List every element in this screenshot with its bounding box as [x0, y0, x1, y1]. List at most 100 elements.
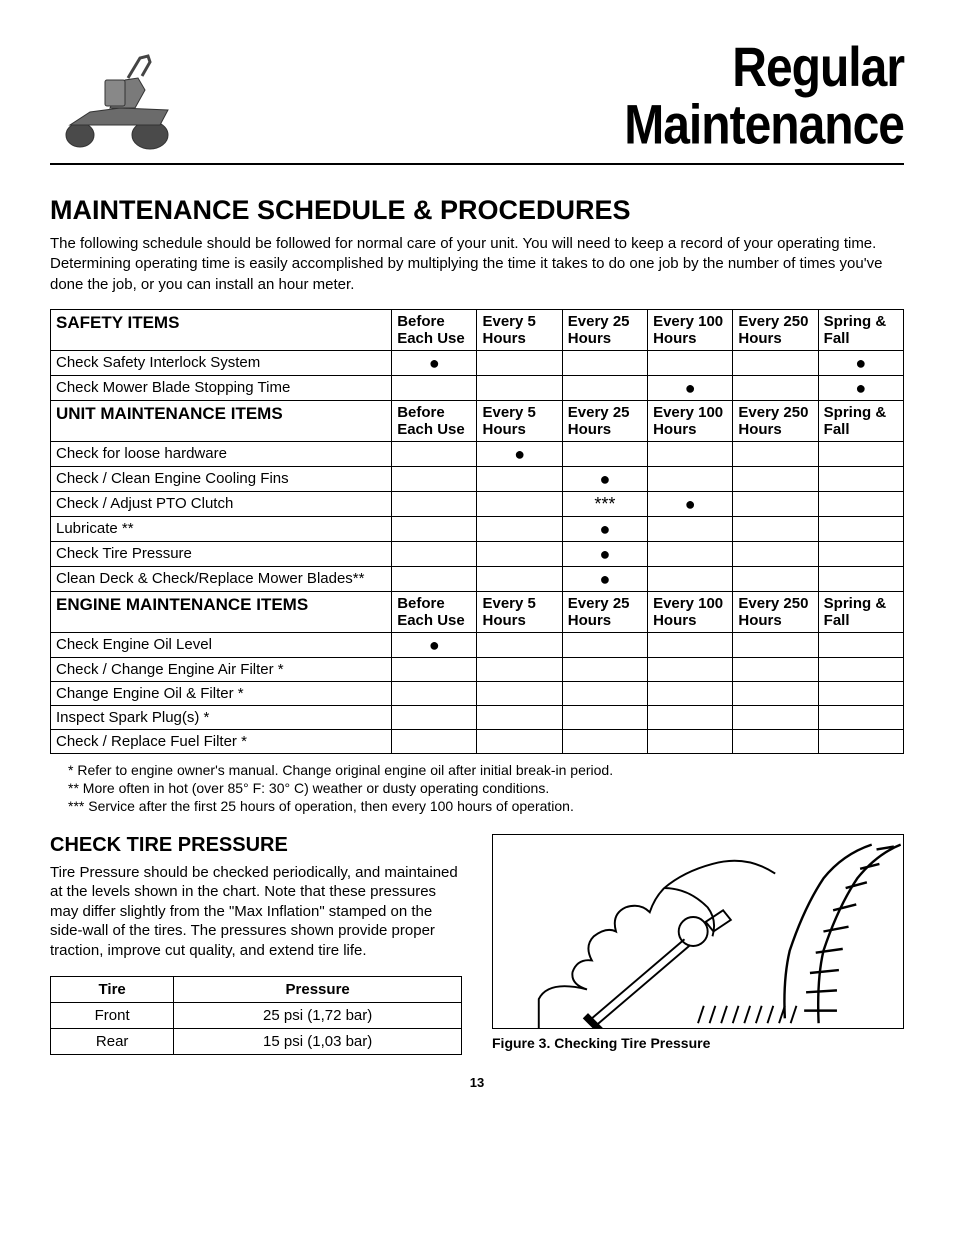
- schedule-mark: [733, 729, 818, 753]
- tire-col-header: Pressure: [174, 977, 462, 1003]
- mower-icon: [50, 40, 190, 155]
- table-row: Front25 psi (1,72 bar): [51, 1003, 462, 1029]
- table-row: Check / Change Engine Air Filter *: [51, 657, 904, 681]
- schedule-mark: [818, 632, 903, 657]
- tire-col-header: Tire: [51, 977, 174, 1003]
- schedule-mark: [392, 541, 477, 566]
- footnote-1: * Refer to engine owner's manual. Change…: [50, 762, 904, 778]
- schedule-mark: [477, 681, 562, 705]
- schedule-mark: [733, 566, 818, 591]
- schedule-mark: [818, 729, 903, 753]
- schedule-mark: [733, 657, 818, 681]
- tire-pressure-section: CHECK TIRE PRESSURE Tire Pressure should…: [50, 834, 904, 1056]
- item-label: Check Safety Interlock System: [51, 350, 392, 375]
- schedule-mark: [562, 350, 647, 375]
- schedule-mark: [477, 705, 562, 729]
- column-header: Spring & Fall: [818, 309, 903, 350]
- schedule-mark: [818, 566, 903, 591]
- schedule-mark: [733, 516, 818, 541]
- column-header: Every 25 Hours: [562, 400, 647, 441]
- schedule-mark: [392, 657, 477, 681]
- schedule-mark: ●: [562, 516, 647, 541]
- item-label: Check for loose hardware: [51, 441, 392, 466]
- schedule-mark: [733, 441, 818, 466]
- column-header: Every 5 Hours: [477, 400, 562, 441]
- schedule-mark: [477, 375, 562, 400]
- table-row: Inspect Spark Plug(s) *: [51, 705, 904, 729]
- title-line-1: Regular: [624, 40, 904, 98]
- schedule-mark: [818, 657, 903, 681]
- column-header: Before Each Use: [392, 591, 477, 632]
- group-header: SAFETY ITEMS: [51, 309, 392, 350]
- column-header: Spring & Fall: [818, 400, 903, 441]
- schedule-mark: [733, 375, 818, 400]
- schedule-mark: [477, 491, 562, 516]
- schedule-mark: [477, 350, 562, 375]
- item-label: Clean Deck & Check/Replace Mower Blades*…: [51, 566, 392, 591]
- item-label: Check Tire Pressure: [51, 541, 392, 566]
- schedule-mark: [477, 466, 562, 491]
- item-label: Check / Adjust PTO Clutch: [51, 491, 392, 516]
- schedule-mark: [562, 681, 647, 705]
- schedule-mark: [562, 705, 647, 729]
- footnote-2: ** More often in hot (over 85° F: 30° C)…: [50, 780, 904, 796]
- schedule-mark: ●: [562, 466, 647, 491]
- table-row: Check / Adjust PTO Clutch ***●: [51, 491, 904, 516]
- figure-tire-gauge: [492, 834, 904, 1029]
- schedule-mark: [818, 516, 903, 541]
- schedule-mark: ●: [562, 541, 647, 566]
- column-header: Spring & Fall: [818, 591, 903, 632]
- column-header: Before Each Use: [392, 400, 477, 441]
- tire-cell: Rear: [51, 1029, 174, 1055]
- table-row: Check / Clean Engine Cooling Fins●: [51, 466, 904, 491]
- tire-cell: 15 psi (1,03 bar): [174, 1029, 462, 1055]
- schedule-mark: [648, 466, 733, 491]
- schedule-mark: [648, 541, 733, 566]
- column-header: Every 5 Hours: [477, 309, 562, 350]
- schedule-mark: [392, 681, 477, 705]
- item-label: Check / Replace Fuel Filter *: [51, 729, 392, 753]
- schedule-mark: [392, 375, 477, 400]
- schedule-mark: [562, 729, 647, 753]
- schedule-mark: [733, 491, 818, 516]
- schedule-mark: [818, 705, 903, 729]
- schedule-mark: [733, 350, 818, 375]
- schedule-mark: [562, 375, 647, 400]
- column-header: Every 250 Hours: [733, 309, 818, 350]
- schedule-mark: ●: [648, 375, 733, 400]
- table-row: Rear15 psi (1,03 bar): [51, 1029, 462, 1055]
- tire-cell: 25 psi (1,72 bar): [174, 1003, 462, 1029]
- schedule-mark: ***: [562, 491, 647, 516]
- schedule-mark: [562, 632, 647, 657]
- table-row: Check Safety Interlock System●●: [51, 350, 904, 375]
- schedule-mark: [648, 681, 733, 705]
- column-header: Every 25 Hours: [562, 309, 647, 350]
- item-label: Check Mower Blade Stopping Time: [51, 375, 392, 400]
- schedule-mark: [818, 541, 903, 566]
- schedule-mark: [648, 350, 733, 375]
- figure-caption: Figure 3. Checking Tire Pressure: [492, 1035, 904, 1051]
- schedule-mark: [648, 566, 733, 591]
- table-row: Clean Deck & Check/Replace Mower Blades*…: [51, 566, 904, 591]
- table-row: Check for loose hardware●: [51, 441, 904, 466]
- column-header: Every 100 Hours: [648, 400, 733, 441]
- schedule-mark: [648, 441, 733, 466]
- schedule-mark: [818, 681, 903, 705]
- group-header: UNIT MAINTENANCE ITEMS: [51, 400, 392, 441]
- schedule-mark: [477, 566, 562, 591]
- schedule-mark: [648, 632, 733, 657]
- schedule-mark: [477, 729, 562, 753]
- item-label: Lubricate **: [51, 516, 392, 541]
- intro-paragraph: The following schedule should be followe…: [50, 234, 904, 295]
- schedule-mark: ●: [818, 350, 903, 375]
- schedule-mark: [392, 729, 477, 753]
- item-label: Check / Change Engine Air Filter *: [51, 657, 392, 681]
- tire-pressure-table: TirePressureFront25 psi (1,72 bar)Rear15…: [50, 976, 462, 1055]
- column-header: Every 250 Hours: [733, 591, 818, 632]
- schedule-mark: [818, 466, 903, 491]
- schedule-mark: [562, 657, 647, 681]
- schedule-mark: [392, 491, 477, 516]
- schedule-mark: ●: [648, 491, 733, 516]
- schedule-mark: [733, 705, 818, 729]
- column-header: Before Each Use: [392, 309, 477, 350]
